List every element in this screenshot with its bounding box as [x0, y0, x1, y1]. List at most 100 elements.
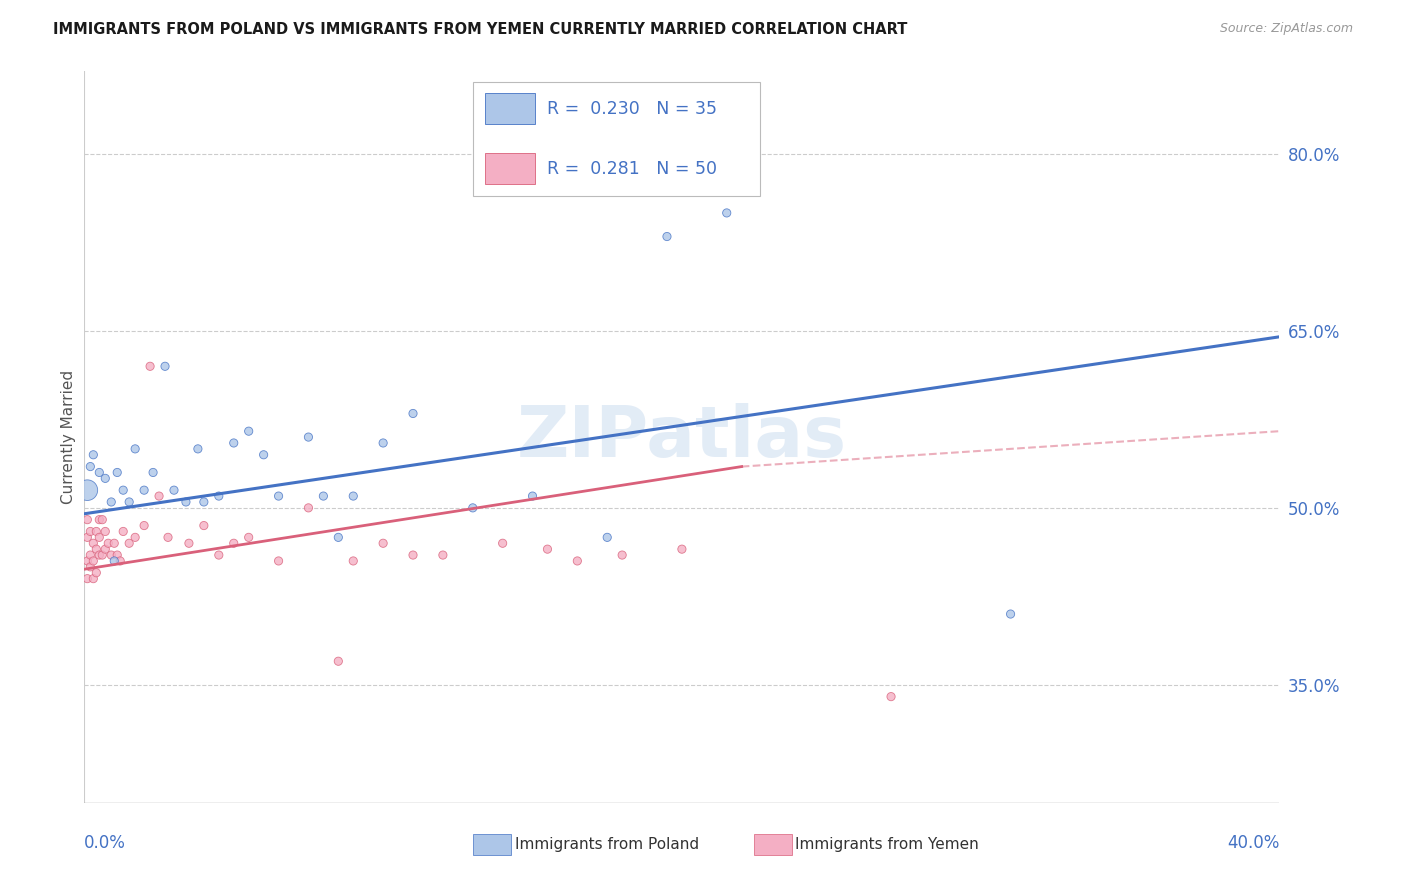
Point: [94, 542, 117, 557]
Point: [86, 566, 108, 580]
Point: [193, 518, 215, 533]
Point: [880, 690, 903, 704]
Text: Source: ZipAtlas.com: Source: ZipAtlas.com: [1219, 22, 1353, 36]
Point: [118, 536, 141, 550]
Point: [163, 483, 186, 498]
Point: [461, 500, 484, 515]
Point: [596, 530, 619, 544]
Point: [89, 466, 111, 480]
Point: [142, 466, 165, 480]
Point: [238, 530, 260, 544]
Point: [174, 495, 197, 509]
Point: [86, 542, 108, 557]
Point: [94, 471, 117, 485]
Point: [328, 530, 350, 544]
Point: [89, 530, 111, 544]
Point: [103, 536, 125, 550]
Point: [208, 548, 231, 562]
Point: [100, 495, 122, 509]
Point: [297, 500, 319, 515]
Point: [148, 489, 170, 503]
Point: [86, 524, 108, 539]
FancyBboxPatch shape: [754, 834, 792, 855]
Point: [76, 572, 98, 586]
Point: [187, 442, 209, 456]
FancyBboxPatch shape: [485, 94, 534, 124]
Point: [103, 554, 125, 568]
Point: [402, 548, 425, 562]
Point: [105, 548, 128, 562]
Point: [79, 548, 101, 562]
Text: IMMIGRANTS FROM POLAND VS IMMIGRANTS FROM YEMEN CURRENTLY MARRIED CORRELATION CH: IMMIGRANTS FROM POLAND VS IMMIGRANTS FRO…: [53, 22, 908, 37]
Point: [612, 548, 634, 562]
Text: R =  0.230   N = 35: R = 0.230 N = 35: [547, 100, 717, 118]
Text: Immigrants from Yemen: Immigrants from Yemen: [796, 837, 979, 852]
Point: [671, 542, 693, 557]
Point: [208, 489, 231, 503]
Point: [157, 530, 180, 544]
Text: ZIPatlas: ZIPatlas: [517, 402, 846, 472]
Point: [193, 495, 215, 509]
Point: [89, 548, 111, 562]
Point: [97, 536, 120, 550]
Point: [118, 495, 141, 509]
Point: [89, 513, 111, 527]
Point: [716, 206, 738, 220]
FancyBboxPatch shape: [472, 834, 510, 855]
Y-axis label: Currently Married: Currently Married: [60, 370, 76, 504]
Point: [91, 513, 114, 527]
Point: [312, 489, 335, 503]
Point: [91, 548, 114, 562]
Point: [105, 466, 128, 480]
Point: [76, 554, 98, 568]
Point: [402, 407, 425, 421]
Point: [1000, 607, 1022, 621]
Point: [76, 483, 98, 498]
Point: [253, 448, 276, 462]
Point: [238, 424, 260, 438]
Point: [522, 489, 544, 503]
Point: [373, 536, 395, 550]
Point: [655, 229, 678, 244]
Point: [432, 548, 454, 562]
Point: [82, 536, 104, 550]
Point: [297, 430, 319, 444]
Point: [124, 442, 146, 456]
Point: [79, 459, 101, 474]
Point: [112, 483, 135, 498]
Point: [132, 518, 156, 533]
Point: [267, 489, 290, 503]
Point: [177, 536, 200, 550]
Point: [328, 654, 350, 668]
Text: R =  0.281   N = 50: R = 0.281 N = 50: [547, 160, 717, 178]
Point: [100, 548, 122, 562]
Point: [139, 359, 162, 374]
Point: [342, 489, 364, 503]
Point: [82, 448, 104, 462]
Point: [79, 559, 101, 574]
Point: [492, 536, 515, 550]
FancyBboxPatch shape: [472, 82, 759, 195]
Point: [76, 530, 98, 544]
Point: [94, 524, 117, 539]
FancyBboxPatch shape: [485, 153, 534, 184]
Point: [110, 554, 132, 568]
Point: [76, 513, 98, 527]
Point: [373, 436, 395, 450]
Point: [82, 572, 104, 586]
Point: [79, 524, 101, 539]
Point: [153, 359, 176, 374]
Point: [82, 554, 104, 568]
Point: [132, 483, 156, 498]
Point: [342, 554, 364, 568]
Text: Immigrants from Poland: Immigrants from Poland: [515, 837, 699, 852]
Text: 0.0%: 0.0%: [84, 833, 127, 852]
Point: [112, 524, 135, 539]
Point: [222, 436, 245, 450]
Point: [267, 554, 290, 568]
Point: [222, 536, 245, 550]
Text: 40.0%: 40.0%: [1227, 833, 1279, 852]
Point: [536, 542, 558, 557]
Point: [124, 530, 146, 544]
Point: [567, 554, 589, 568]
